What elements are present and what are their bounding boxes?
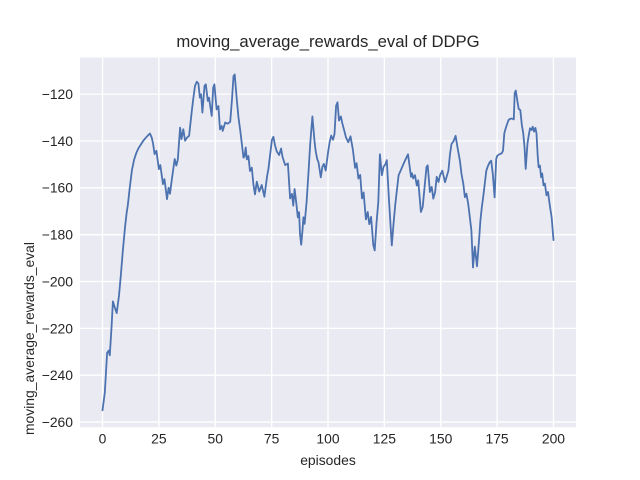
- x-tick-label: 175: [485, 431, 508, 447]
- x-tick-label: 75: [264, 431, 280, 447]
- x-tick-label: 150: [429, 431, 452, 447]
- y-tick-label: −220: [42, 320, 74, 336]
- y-tick-label: −120: [42, 86, 74, 102]
- x-axis-label: episodes: [300, 452, 356, 468]
- y-tick-label: −240: [42, 367, 74, 383]
- x-tick-label: 0: [99, 431, 107, 447]
- series-line: [101, 73, 555, 412]
- x-tick-label: 125: [373, 431, 396, 447]
- x-tick-label: 200: [542, 431, 565, 447]
- y-tick-label: −260: [42, 414, 74, 430]
- y-tick-label: −160: [42, 180, 74, 196]
- x-tick-label: 25: [151, 431, 167, 447]
- y-tick-label: −140: [42, 133, 74, 149]
- y-axis-label: moving_average_rewards_eval: [21, 241, 37, 436]
- y-tick-label: −180: [42, 227, 74, 243]
- y-tick-label: −200: [42, 273, 74, 289]
- x-tick-label: 50: [208, 431, 224, 447]
- x-tick-label: 100: [316, 431, 339, 447]
- chart-title: moving_average_rewards_eval of DDPG: [176, 32, 480, 51]
